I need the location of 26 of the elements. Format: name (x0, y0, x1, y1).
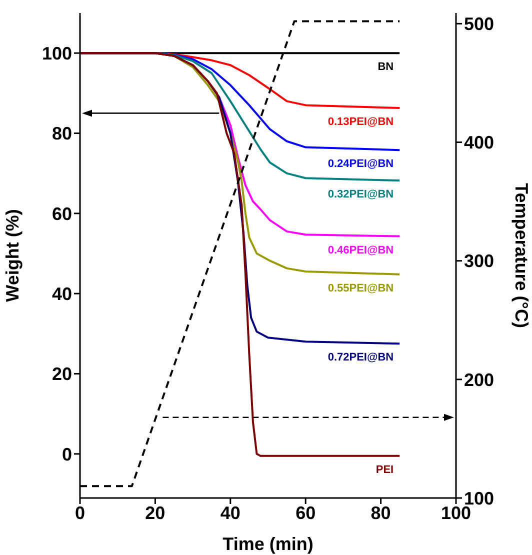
x-tick-label: 20 (145, 502, 166, 523)
series-label: 0.72PEI@BN (328, 352, 394, 364)
x-tick-label: 40 (220, 502, 240, 523)
series-label: 0.13PEI@BN (328, 116, 394, 128)
series-label: 0.24PEI@BN (328, 158, 394, 170)
x-tick-label: 60 (296, 502, 316, 523)
y2-axis-title: Temperature (°C) (512, 183, 532, 328)
x-tick-label: 80 (370, 502, 391, 523)
series-label: 0.55PEI@BN (328, 282, 394, 294)
series-label: 0.32PEI@BN (328, 188, 394, 201)
y-tick-label: 40 (52, 284, 72, 304)
y2-tick-label: 200 (464, 370, 494, 390)
y-tick-label: 100 (42, 43, 72, 64)
x-tick-label: 0 (74, 502, 86, 523)
series-label: 0.46PEI@BN (328, 244, 394, 256)
y2-tick-label: 400 (464, 132, 494, 153)
y-tick-label: 20 (52, 364, 72, 384)
x-axis-title: Time (min) (222, 534, 314, 554)
y-tick-label: 60 (52, 204, 72, 224)
y-tick-label: 0 (62, 444, 72, 464)
series-label: PEI (376, 464, 394, 476)
y2-tick-label: 500 (464, 14, 494, 34)
series-label: BN (378, 61, 394, 74)
y-axis-title: Weight (%) (2, 209, 22, 302)
y-tick-label: 80 (52, 124, 72, 144)
y2-tick-label: 300 (464, 251, 494, 272)
